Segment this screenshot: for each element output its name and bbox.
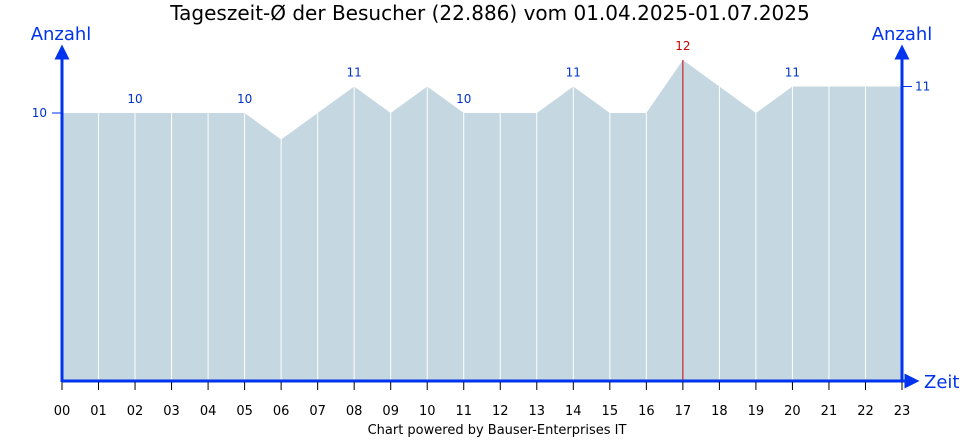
x-tick-label: 07 <box>309 404 326 419</box>
x-tick-label: 08 <box>346 404 363 419</box>
data-label: 11 <box>347 66 362 80</box>
x-axis-label: Zeit <box>924 372 959 393</box>
x-tick-label: 16 <box>638 404 655 419</box>
data-label-max: 12 <box>675 39 690 53</box>
chart-title: Tageszeit-Ø der Besucher (22.886) vom 01… <box>169 1 809 25</box>
x-tick-label: 15 <box>602 404 619 419</box>
data-label: 10 <box>456 92 471 106</box>
x-tick-label: 19 <box>748 404 765 419</box>
x-tick-label: 13 <box>529 404 546 419</box>
data-label: 10 <box>127 92 142 106</box>
x-tick-label: 21 <box>821 404 838 419</box>
chart-footer: Chart powered by Bauser-Enterprises IT <box>368 423 627 438</box>
x-tick-label: 11 <box>455 404 472 419</box>
y-tick-right-label: 11 <box>915 80 930 94</box>
area-series <box>62 60 902 381</box>
x-tick-label: 05 <box>236 404 253 419</box>
x-tick-label: 23 <box>894 404 911 419</box>
x-tick-label: 18 <box>711 404 728 419</box>
data-label: 10 <box>237 92 252 106</box>
x-tick-label: 04 <box>200 404 217 419</box>
x-tick-label: 10 <box>419 404 436 419</box>
data-label: 11 <box>785 66 800 80</box>
x-tick-label: 12 <box>492 404 509 419</box>
x-tick-label: 20 <box>784 404 801 419</box>
x-tick-label: 09 <box>382 404 399 419</box>
x-tick-label: 01 <box>90 404 107 419</box>
y-axis-label-right: Anzahl <box>872 24 933 45</box>
x-tick-label: 06 <box>273 404 290 419</box>
x-tick-label: 03 <box>163 404 180 419</box>
x-tick-label: 14 <box>565 404 582 419</box>
data-label: 11 <box>566 66 581 80</box>
x-tick-label: 02 <box>127 404 144 419</box>
x-tick-label: 17 <box>675 404 692 419</box>
x-tick-label: 22 <box>857 404 874 419</box>
y-axis-label-left: Anzahl <box>31 24 92 45</box>
x-tick-label: 00 <box>54 404 71 419</box>
y-tick-left-label: 10 <box>32 106 47 120</box>
